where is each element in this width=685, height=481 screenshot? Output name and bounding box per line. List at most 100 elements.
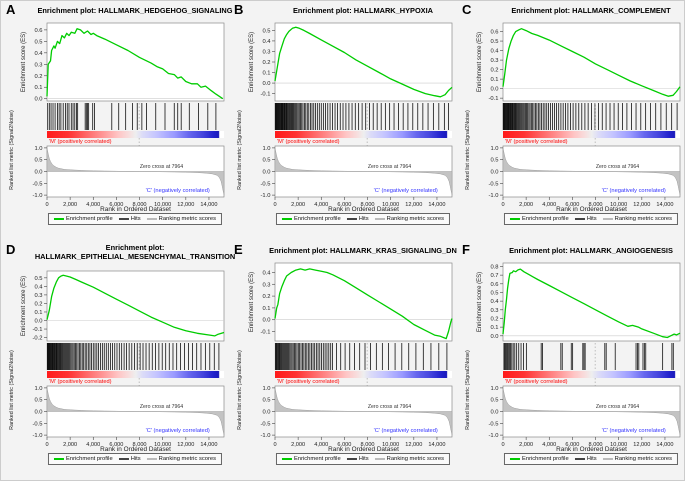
- x-tick-label: 0: [501, 202, 504, 208]
- legend-item-label: Hits: [130, 456, 141, 462]
- enrichment-chart-svg: 0.5 0.4 0.3 0.2 0.1 0.0 -0.1 Enrichment score (…: [237, 22, 453, 213]
- chart-legend: Enrichment profile Hits Ranking metric sco…: [503, 453, 679, 465]
- es-tick-label: -0.1: [33, 327, 43, 333]
- x-tick-label: 10,000: [154, 442, 171, 448]
- metric-tick-label: 0.0: [262, 170, 270, 176]
- metric-tick-label: 0.5: [262, 158, 270, 164]
- metric-tick-label: -1.0: [33, 193, 43, 199]
- es-tick-label: 0.6: [34, 28, 42, 34]
- x-tick-label: 12,000: [405, 442, 422, 448]
- x-tick-label: 8,000: [133, 202, 147, 208]
- es-tick-label: 0.3: [34, 293, 42, 299]
- metric-tick-label: 0.5: [262, 398, 270, 404]
- legend-item-label: Enrichment profile: [65, 456, 113, 462]
- metric-axis-label: Ranked list metric (Signal2Noise): [9, 350, 15, 430]
- legend-item-label: Hits: [130, 216, 141, 222]
- es-tick-label: 0.5: [34, 276, 42, 282]
- x-tick-label: 2,000: [519, 202, 533, 208]
- x-tick-label: 12,000: [405, 202, 422, 208]
- metric-tick-label: -1.0: [261, 193, 271, 199]
- legend-line-swatch: [118, 458, 129, 460]
- legend-line-swatch: [146, 218, 157, 220]
- legend-item: Hits: [574, 456, 597, 462]
- es-tick-label: 0.0: [34, 97, 42, 103]
- x-tick-label: 0: [501, 442, 504, 448]
- x-tick-label: 4,000: [542, 202, 556, 208]
- positive-phenotype-label: 'M' (positively correlated): [49, 139, 112, 145]
- es-plot-area: [274, 262, 453, 342]
- es-axis-label: Enrichment score (ES): [249, 272, 255, 332]
- x-tick-label: 4,000: [314, 202, 328, 208]
- legend-line-swatch: [53, 458, 64, 460]
- x-tick-label: 10,000: [610, 202, 627, 208]
- legend-line-swatch: [146, 458, 157, 460]
- x-tick-label: 14,000: [428, 202, 445, 208]
- legend-item-label: Hits: [358, 216, 369, 222]
- x-tick-label: 6,000: [565, 202, 579, 208]
- x-tick-label: 12,000: [633, 202, 650, 208]
- legend-item: Ranking metric scores: [374, 216, 444, 222]
- es-tick-label: 0.3: [262, 282, 270, 288]
- es-tick-label: 0.4: [34, 284, 43, 290]
- es-axis-label: Enrichment score (ES): [21, 32, 27, 92]
- panel-letter: A: [6, 2, 16, 17]
- legend-item-label: Ranking metric scores: [614, 456, 673, 462]
- x-tick-label: 2,000: [63, 202, 77, 208]
- panel-C: 0.6 0.5 0.4 0.3 0.2 0.1 0.0 -0.1 Enrichment scor…: [457, 1, 684, 241]
- positive-phenotype-label: 'M' (positively correlated): [49, 379, 112, 385]
- zero-cross-label: Zero cross at 7964: [595, 403, 640, 410]
- legend-item: Ranking metric scores: [374, 456, 444, 462]
- chart-legend: Enrichment profile Hits Ranking metric sco…: [47, 213, 223, 225]
- es-tick-label: 0.4: [262, 39, 271, 45]
- panel-title-line: Enrichment plot: HALLMARK_KRAS_SIGNALING…: [269, 246, 457, 255]
- legend-item: Enrichment profile: [53, 216, 113, 222]
- legend-line-swatch: [346, 218, 357, 220]
- zero-cross-label: Zero cross at 7964: [139, 163, 184, 170]
- es-plot-area: [46, 22, 225, 102]
- enrichment-score-curve: [274, 26, 453, 98]
- metric-axis-label: Ranked list metric (Signal2Noise): [465, 110, 471, 190]
- x-tick-label: 8,000: [361, 442, 375, 448]
- negative-phenotype-label: 'C' (negatively correlated): [373, 428, 438, 434]
- panel-letter: B: [234, 2, 244, 17]
- ranking-metric-area: [274, 147, 453, 196]
- panel-letter: E: [234, 242, 243, 257]
- positive-phenotype-label: 'M' (positively correlated): [277, 139, 340, 145]
- x-tick-label: 0: [273, 442, 276, 448]
- metric-tick-label: 1.0: [34, 146, 42, 152]
- x-tick-label: 4,000: [542, 442, 556, 448]
- metric-axis-label: Ranked list metric (Signal2Noise): [237, 110, 243, 190]
- es-tick-label: 0.7: [490, 273, 498, 279]
- metric-tick-label: 1.0: [490, 386, 498, 392]
- x-tick-label: 14,000: [200, 202, 217, 208]
- x-axis-label: Rank in Ordered Dataset: [328, 206, 399, 213]
- ranking-metric-area: [46, 147, 225, 196]
- es-axis-label: Enrichment score (ES): [249, 32, 255, 92]
- legend-line-swatch: [509, 458, 520, 460]
- x-tick-label: 12,000: [177, 202, 194, 208]
- es-tick-label: 0.2: [34, 301, 42, 307]
- legend-item: Enrichment profile: [281, 456, 341, 462]
- enrichment-score-curve: [274, 268, 453, 340]
- enrichment-chart-svg: 0.5 0.4 0.3 0.2 0.1 0.0 -0.1 -0.2 Enrichment sco…: [9, 270, 225, 453]
- metric-tick-label: 0.5: [34, 398, 42, 404]
- legend-line-swatch: [374, 218, 385, 220]
- metric-axis-label: Ranked list metric (Signal2Noise): [9, 110, 15, 190]
- metric-tick-label: -1.0: [489, 193, 499, 199]
- metric-tick-label: -0.5: [33, 421, 43, 427]
- x-tick-label: 6,000: [109, 442, 123, 448]
- es-tick-label: 0.5: [490, 39, 498, 45]
- positive-phenotype-label: 'M' (positively correlated): [277, 379, 340, 385]
- negative-phenotype-label: 'C' (negatively correlated): [373, 188, 438, 194]
- legend-item-label: Ranking metric scores: [158, 216, 217, 222]
- legend-item: Enrichment profile: [53, 456, 113, 462]
- panel-D: 0.5 0.4 0.3 0.2 0.1 0.0 -0.1 -0.2 Enrichment sco…: [1, 241, 235, 480]
- metric-tick-label: 0.0: [490, 410, 498, 416]
- panel-letter: D: [6, 242, 16, 257]
- ranking-metric-area: [46, 387, 225, 436]
- negative-phenotype-label: 'C' (negatively correlated): [601, 188, 666, 194]
- zero-cross-label: Zero cross at 7964: [367, 163, 412, 170]
- legend-item: Enrichment profile: [509, 216, 569, 222]
- panel-A: 0.6 0.5 0.4 0.3 0.2 0.1 0.0 Enrichment score (E…: [1, 1, 233, 241]
- x-tick-label: 2,000: [291, 442, 305, 448]
